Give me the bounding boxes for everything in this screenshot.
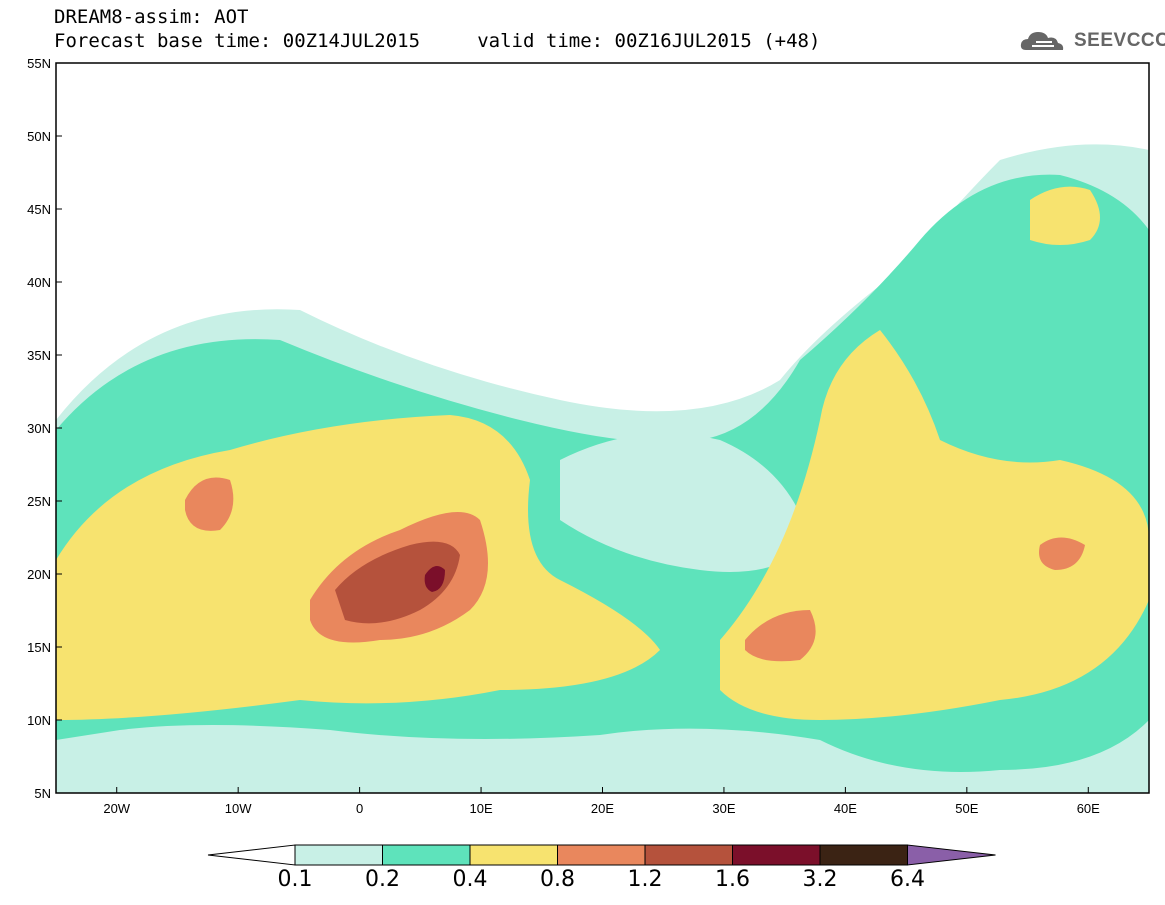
- aot-field: [56, 63, 1149, 793]
- lat-tick-label: 40N: [27, 275, 51, 290]
- lon-tick-label: 10W: [225, 801, 252, 816]
- colorbar-label: 0.4: [452, 867, 488, 892]
- aot-shade-1.6: [424, 566, 445, 592]
- lat-tick-label: 25N: [27, 494, 51, 509]
- lat-tick-label: 5N: [34, 786, 51, 801]
- colorbar-segment: [382, 844, 471, 866]
- colorbar-segment: [819, 844, 908, 866]
- seevccc-logo: SEEVCCC: [1018, 26, 1165, 56]
- colorbar-label: 0.1: [277, 867, 313, 892]
- colorbar-segment: [644, 844, 733, 866]
- lon-tick-label: 0: [356, 801, 363, 816]
- colorbar-under-triangle: [207, 844, 296, 866]
- lon-tick-label: 20E: [591, 801, 614, 816]
- latitude-axis: 55N 50N 45N 40N 35N 30N 25N 20N 15N 10N 5N: [27, 56, 62, 801]
- colorbar-over-triangle: [907, 844, 996, 866]
- colorbar-label: 3.2: [802, 867, 838, 892]
- aot-patch-egypt: [560, 433, 810, 572]
- logo-text: SEEVCCC: [1074, 30, 1165, 51]
- aot-shade-0.4-caspian: [1030, 186, 1100, 245]
- lat-tick-label: 55N: [27, 56, 51, 71]
- lat-tick-label: 45N: [27, 202, 51, 217]
- lon-tick-label: 60E: [1077, 801, 1100, 816]
- lon-tick-label: 10E: [469, 801, 492, 816]
- aot-shade-0.8-b: [185, 477, 234, 531]
- cloud-icon: [1020, 32, 1064, 50]
- lon-tick-label: 30E: [712, 801, 735, 816]
- forecast-times: Forecast base time: 00Z14JUL2015 valid t…: [54, 30, 821, 52]
- lon-tick-label: 20W: [103, 801, 130, 816]
- aot-shade-0.4-east: [720, 330, 1149, 720]
- colorbar-label: 1.6: [715, 867, 750, 892]
- colorbar: [207, 844, 996, 866]
- aot-shade-0.8-d: [1039, 537, 1085, 570]
- aot-shade-1.2: [335, 541, 460, 624]
- lon-tick-label: 50E: [955, 801, 978, 816]
- lat-tick-label: 35N: [27, 348, 51, 363]
- aot-shade-0.8-c: [745, 610, 816, 662]
- lat-tick-label: 50N: [27, 129, 51, 144]
- colorbar-segment: [732, 844, 821, 866]
- colorbar-segment: [469, 844, 558, 866]
- colorbar-segment: [294, 844, 383, 866]
- lat-tick-label: 20N: [27, 567, 51, 582]
- colorbar-label: 0.8: [540, 867, 575, 892]
- lat-tick-label: 15N: [27, 640, 51, 655]
- colorbar-label: 0.2: [365, 867, 400, 892]
- chart-title: DREAM8-assim: AOT: [54, 6, 249, 28]
- lon-tick-label: 40E: [834, 801, 857, 816]
- lat-tick-label: 30N: [27, 421, 51, 436]
- colorbar-segment: [557, 844, 646, 866]
- colorbar-label: 1.2: [627, 867, 663, 892]
- longitude-axis: 20W 10W 0 10E 20E 30E 40E 50E 60E: [103, 787, 1100, 816]
- lat-tick-label: 10N: [27, 713, 51, 728]
- colorbar-label: 6.4: [890, 867, 925, 892]
